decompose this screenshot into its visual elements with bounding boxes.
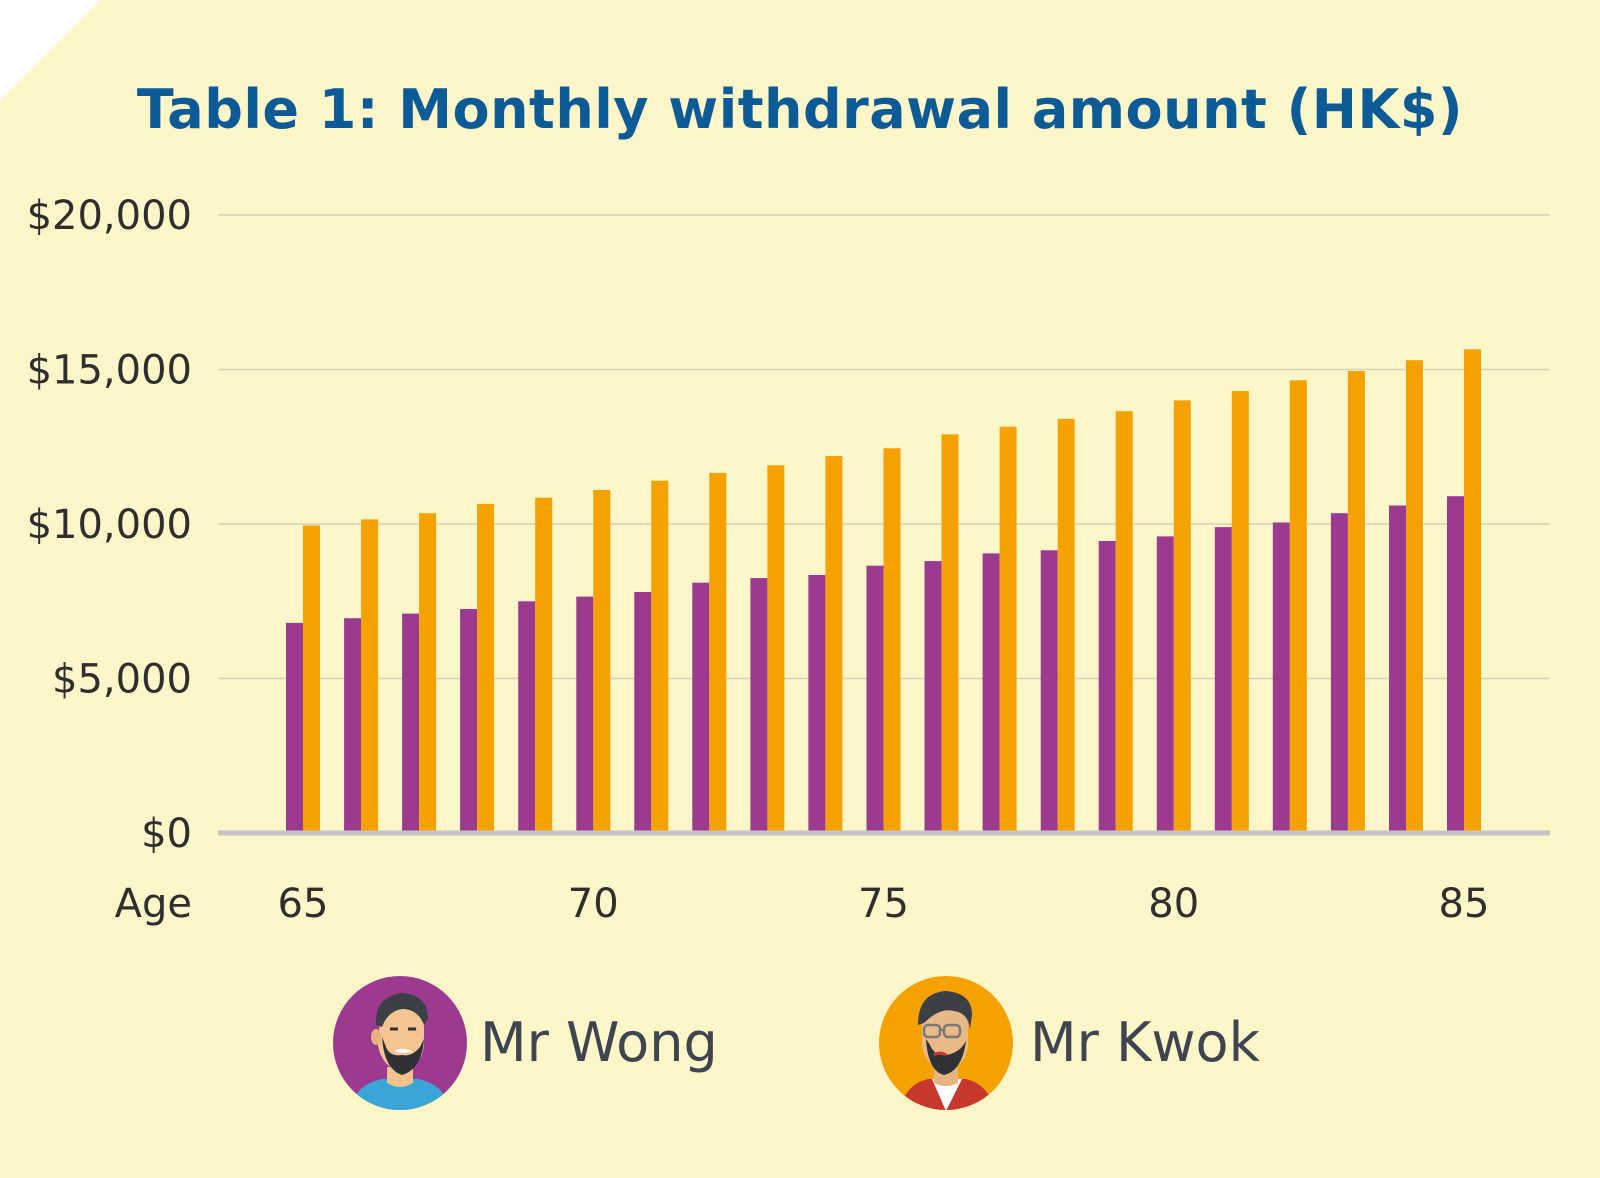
bar-mr-kwok	[1406, 360, 1423, 833]
bar-mr-wong	[1214, 527, 1232, 833]
legend-item-mr-wong: Mr Wong	[332, 975, 732, 1111]
bar-mr-kwok	[999, 426, 1017, 833]
bar-mr-wong	[634, 592, 652, 833]
bar-mr-wong	[518, 601, 536, 834]
bar-mr-kwok	[1231, 391, 1249, 833]
bar-mr-kwok	[535, 497, 553, 833]
x-tick-label: 75	[858, 881, 909, 927]
bar-mr-wong	[1389, 505, 1406, 833]
legend-label-mr-kwok: Mr Kwok	[1030, 1011, 1260, 1074]
bar-mr-wong	[460, 609, 478, 833]
x-tick-label: 65	[278, 881, 329, 927]
bar-mr-kwok	[1347, 371, 1365, 833]
legend-item-mr-kwok: Mr Kwok	[878, 975, 1278, 1111]
bar-mr-wong	[1040, 550, 1058, 833]
legend-label-mr-wong: Mr Wong	[480, 1011, 718, 1074]
bar-mr-wong	[1447, 496, 1464, 833]
man-with-beard-avatar-icon	[333, 976, 467, 1110]
x-tick-label: 70	[568, 881, 619, 927]
bar-mr-kwok	[651, 480, 669, 833]
bar-mr-kwok	[361, 519, 379, 833]
bar-mr-wong	[866, 565, 884, 833]
bar-mr-kwok	[419, 513, 437, 833]
bar-mr-wong	[1156, 536, 1174, 833]
bar-mr-wong	[576, 596, 594, 833]
man-with-glasses-avatar-icon	[879, 976, 1013, 1110]
y-tick-label: $0	[141, 811, 192, 857]
bar-mr-kwok	[1115, 411, 1133, 833]
bar-mr-wong	[808, 575, 826, 833]
y-tick-label: $20,000	[27, 193, 192, 239]
chart-title: Table 1: Monthly withdrawal amount (HK$)	[136, 78, 1464, 141]
bar-mr-wong	[344, 618, 362, 833]
bar-mr-kwok	[767, 465, 785, 833]
bar-mr-kwok	[1464, 349, 1481, 833]
bar-mr-wong	[1272, 522, 1290, 833]
y-tick-label: $5,000	[52, 657, 192, 703]
y-tick-label: $15,000	[27, 348, 192, 394]
bar-mr-kwok	[1173, 400, 1191, 833]
x-tick-label: 80	[1148, 881, 1199, 927]
bar-mr-kwok	[825, 456, 843, 833]
x-axis-label: Age	[115, 881, 192, 927]
x-tick-label: 85	[1439, 881, 1490, 927]
bar-mr-kwok	[709, 473, 727, 833]
bar-mr-kwok	[1289, 380, 1307, 833]
bar-mr-kwok	[303, 525, 320, 833]
y-tick-label: $10,000	[27, 502, 192, 548]
bar-mr-kwok	[593, 490, 611, 833]
bar-mr-wong	[286, 622, 303, 833]
bar-mr-kwok	[941, 434, 959, 833]
bar-mr-wong	[924, 561, 942, 833]
bar-mr-kwok	[1057, 418, 1075, 833]
bar-mr-kwok	[883, 448, 901, 833]
bar-mr-wong	[750, 578, 768, 833]
bar-mr-kwok	[477, 503, 495, 833]
bar-mr-wong	[1098, 541, 1116, 833]
bar-mr-wong	[402, 613, 420, 833]
bar-mr-wong	[692, 582, 710, 833]
bar-mr-wong	[1330, 513, 1348, 833]
bar-mr-wong	[982, 553, 1000, 833]
